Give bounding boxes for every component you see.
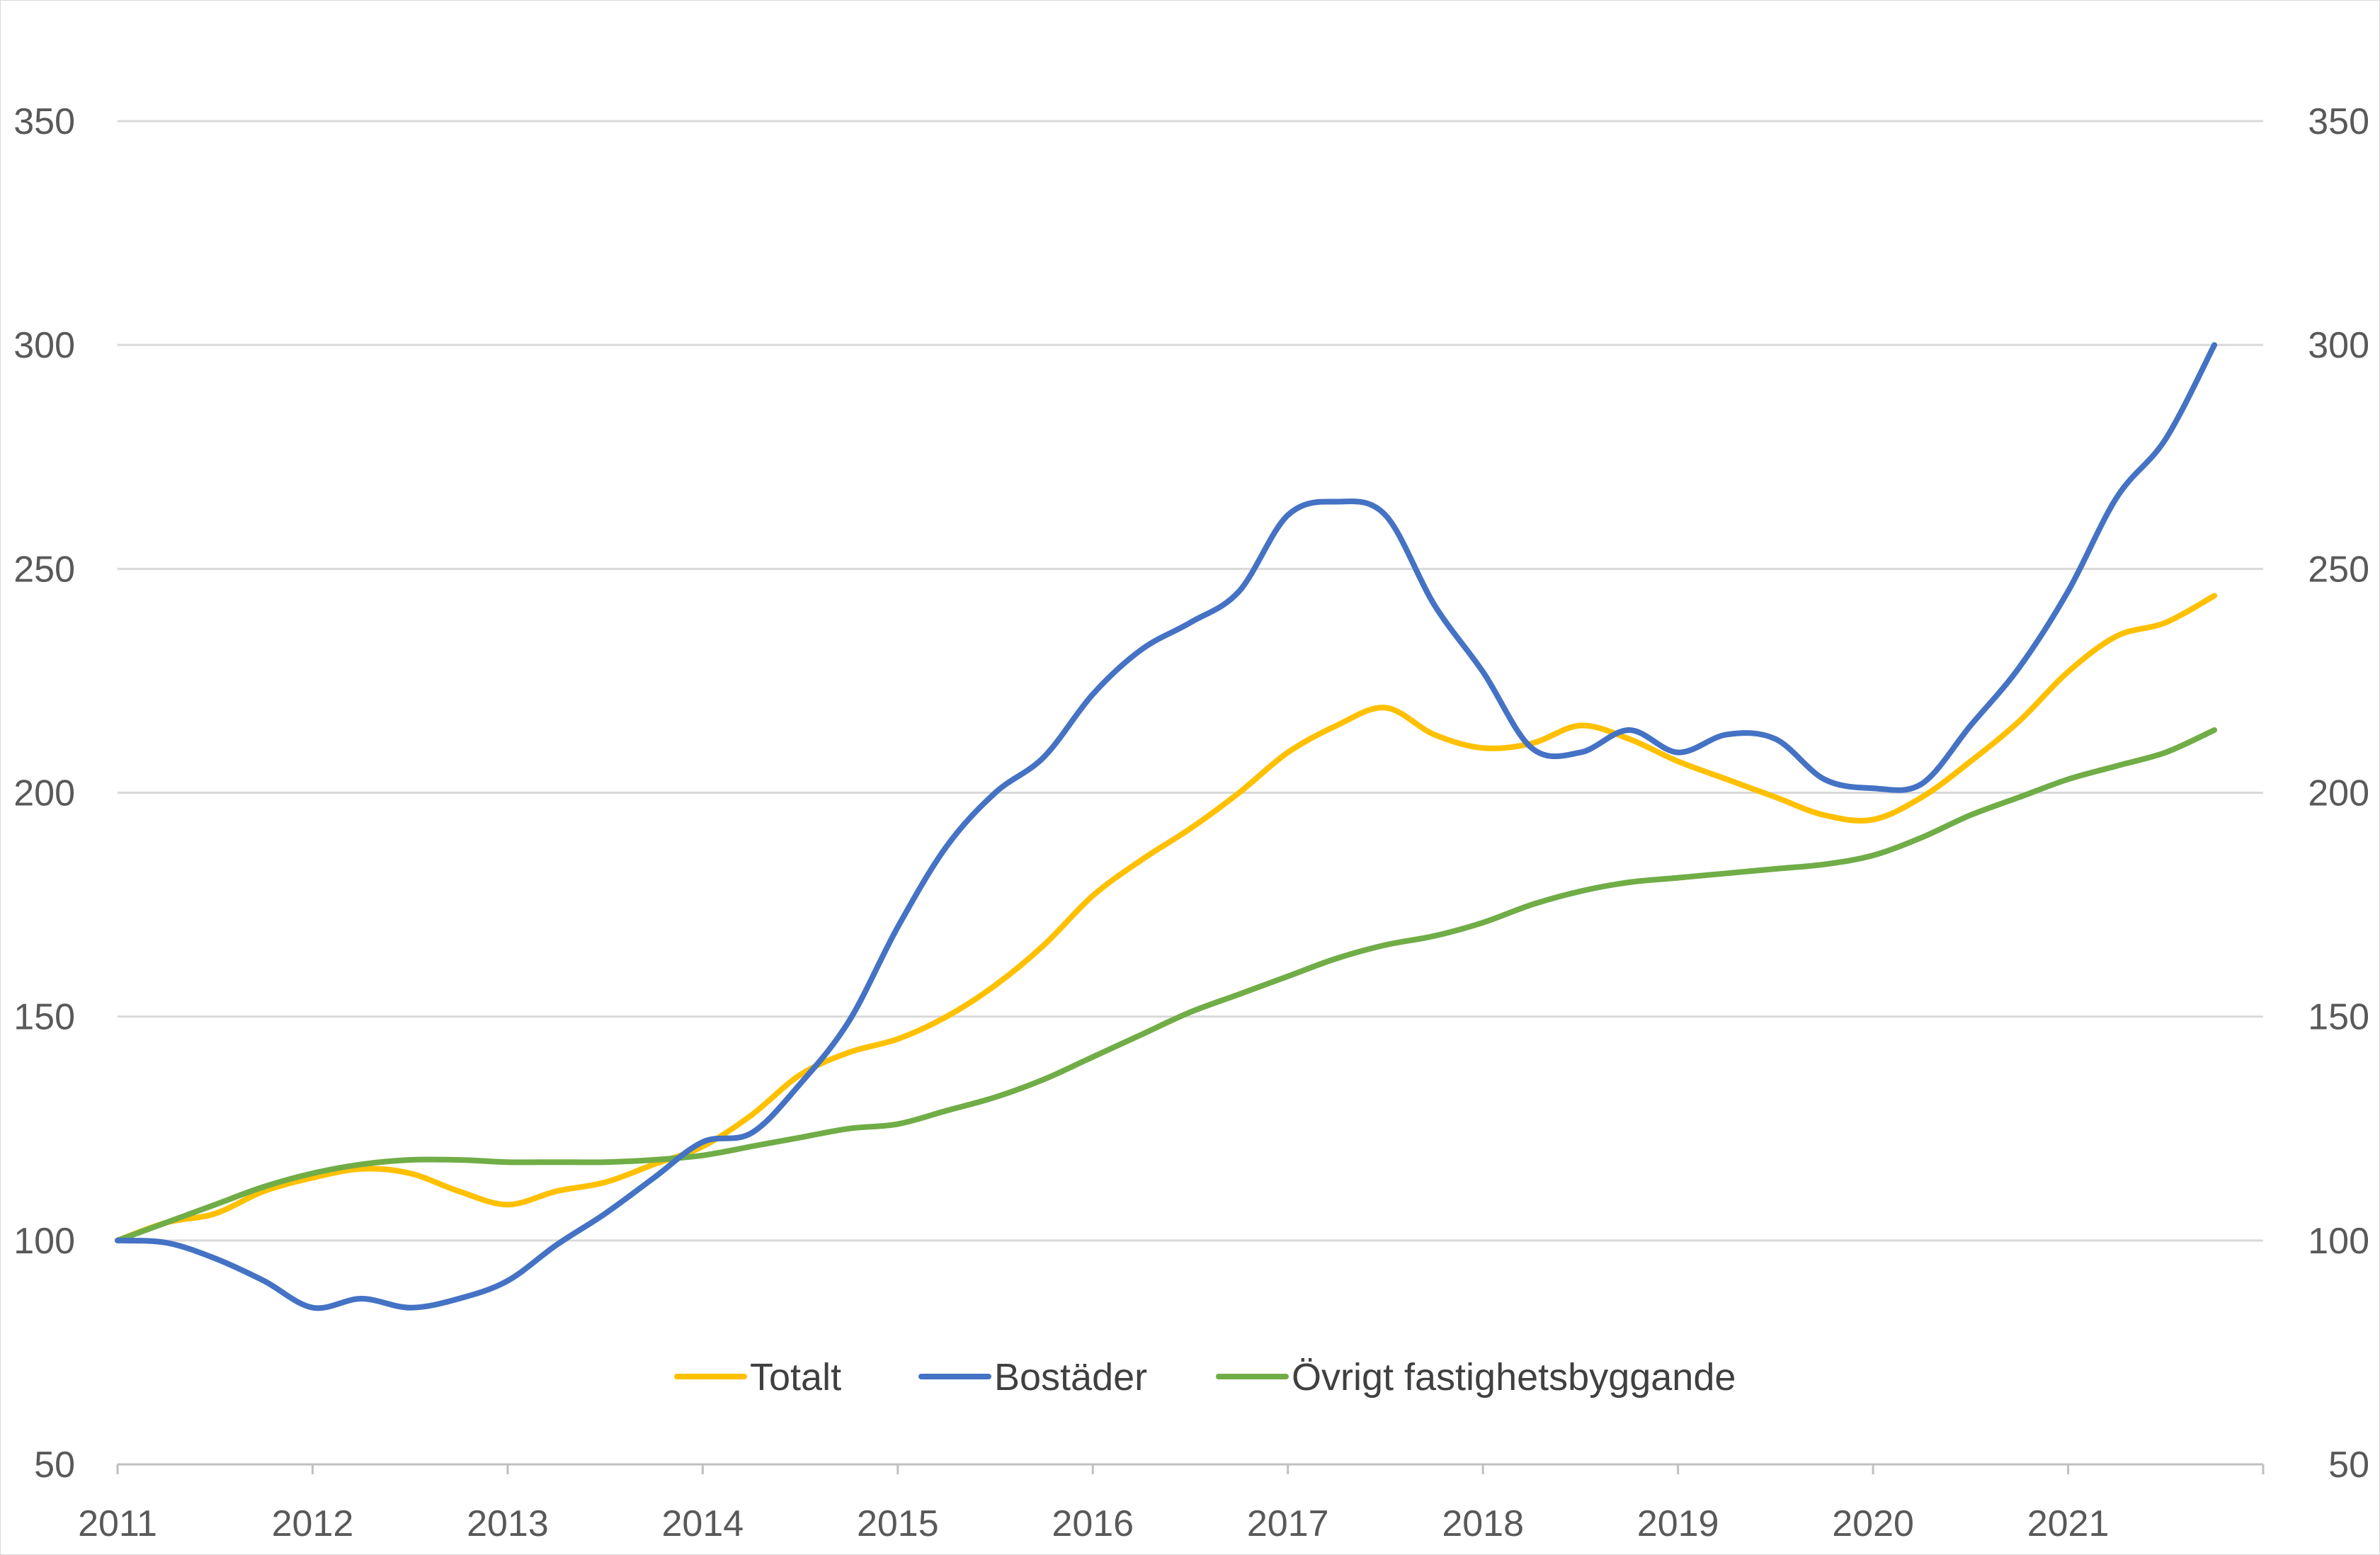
x-tick-2013: 2013 — [467, 1503, 549, 1544]
x-tick-2014: 2014 — [662, 1503, 744, 1544]
y-tick-right-150: 150 — [2308, 997, 2369, 1038]
legend-label-bost-der: Bostäder — [994, 1356, 1147, 1399]
series-line-totalt — [115, 593, 2218, 1243]
x-tick-2011: 2011 — [78, 1503, 157, 1544]
y-tick-left-200: 200 — [13, 773, 75, 814]
y-axis-right: 50 100 150 200 250 300 350 — [2308, 101, 2369, 1486]
y-tick-left-250: 250 — [13, 549, 75, 590]
x-tick-2012: 2012 — [272, 1503, 354, 1544]
y-tick-left-50: 50 — [34, 1445, 75, 1486]
series-lines — [115, 342, 2218, 1311]
y-tick-left-350: 350 — [13, 101, 75, 142]
series-line-bost-der — [115, 342, 2218, 1311]
x-tick-2020: 2020 — [1832, 1503, 1914, 1544]
x-tick-2017: 2017 — [1247, 1503, 1329, 1544]
x-tick-2018: 2018 — [1442, 1503, 1524, 1544]
legend-label-totalt: Totalt — [750, 1356, 841, 1399]
x-tick-2015: 2015 — [857, 1503, 939, 1544]
y-tick-right-100: 100 — [2308, 1221, 2369, 1262]
x-tick-2019: 2019 — [1637, 1503, 1719, 1544]
y-tick-right-300: 300 — [2308, 325, 2369, 366]
y-tick-right-50: 50 — [2328, 1445, 2369, 1486]
y-tick-right-200: 200 — [2308, 773, 2369, 814]
y-tick-right-250: 250 — [2308, 549, 2369, 590]
y-tick-left-100: 100 — [13, 1221, 75, 1262]
x-tick-2021: 2021 — [2027, 1503, 2109, 1544]
y-axis-left: 50 100 150 200 250 300 350 — [13, 101, 75, 1486]
series-line-vrigt-fastighetsbyggande — [115, 727, 2218, 1243]
y-tick-left-150: 150 — [13, 997, 75, 1038]
x-axis: 2011 2012 2013 2014 2015 2016 2017 2018 2019 2020… — [78, 1463, 2265, 1544]
y-tick-left-300: 300 — [13, 325, 75, 366]
x-tick-2016: 2016 — [1052, 1503, 1134, 1544]
legend: Totalt Bostäder Övrigt fastighetsbyggande — [674, 1356, 1736, 1399]
legend-label-vrigt-fastighetsbyggande: Övrigt fastighetsbyggande — [1292, 1356, 1736, 1399]
gridlines — [118, 120, 2263, 1242]
y-tick-right-350: 350 — [2308, 101, 2369, 142]
